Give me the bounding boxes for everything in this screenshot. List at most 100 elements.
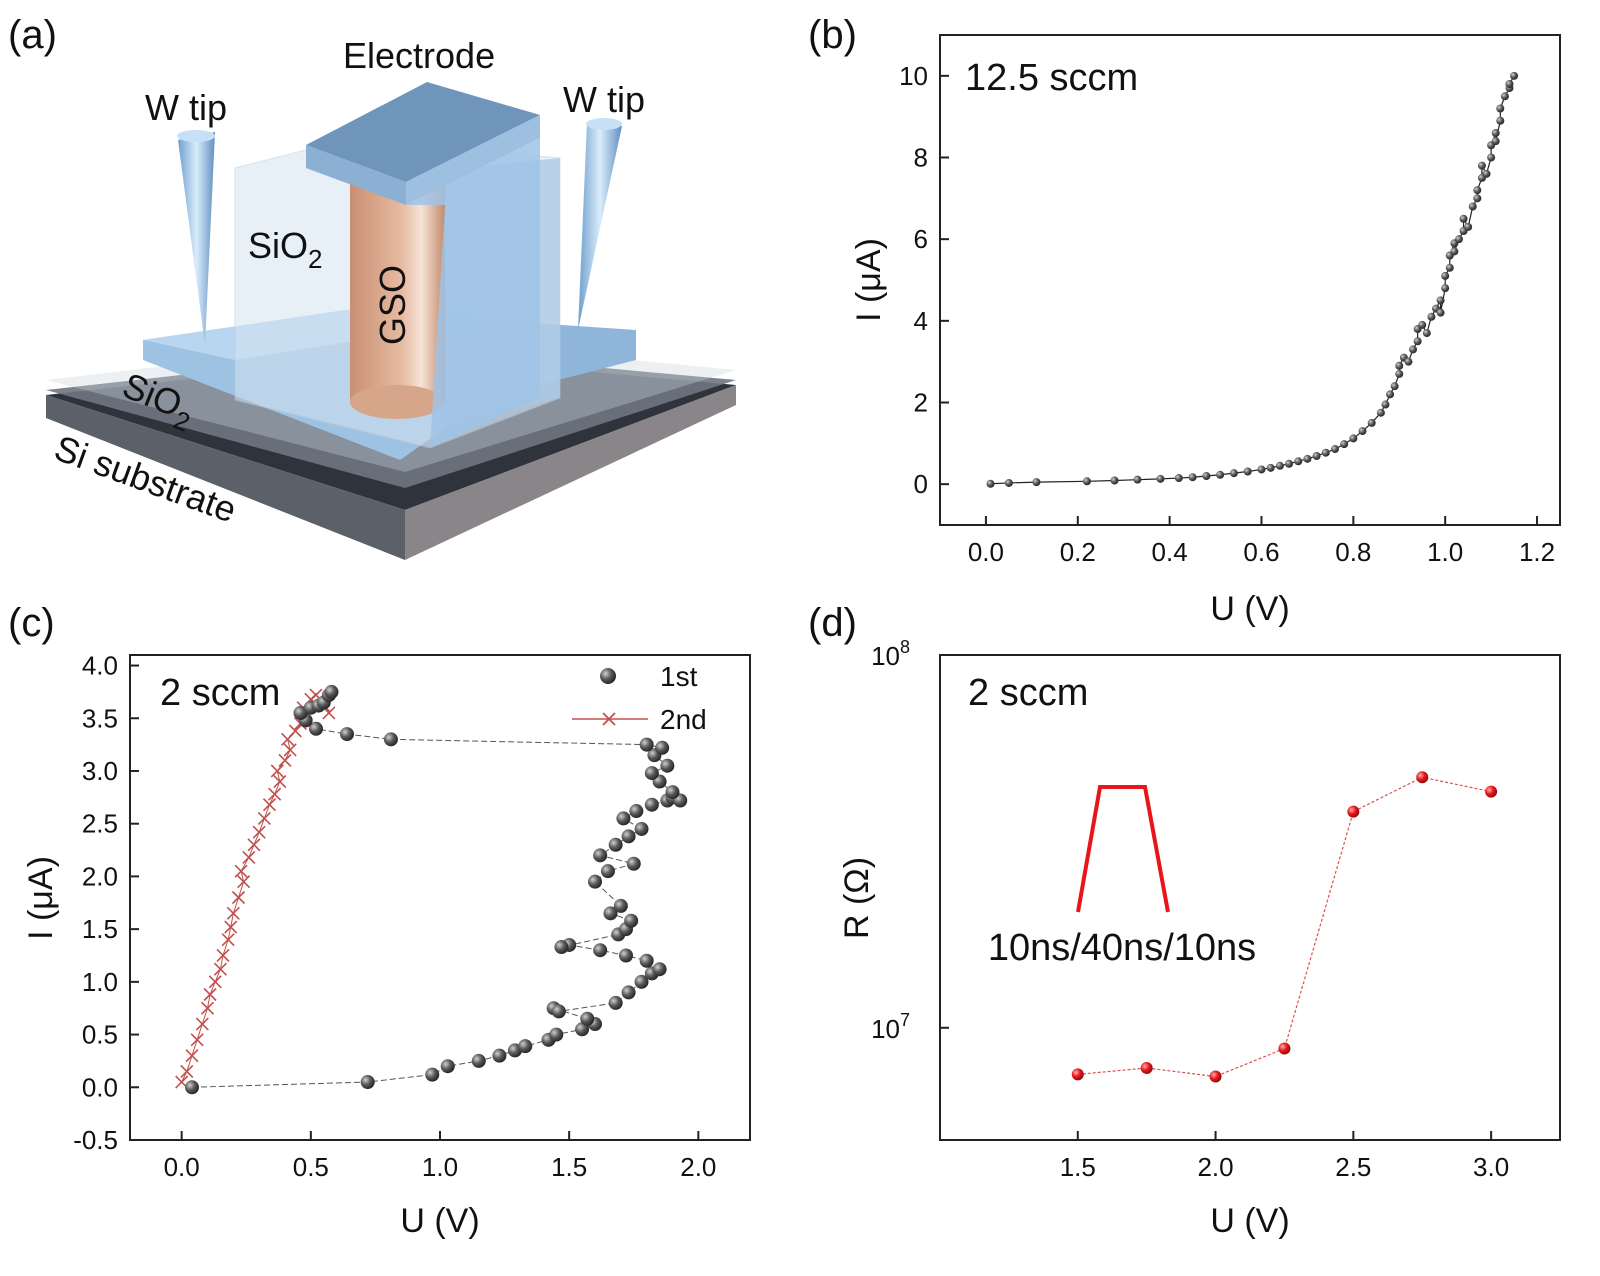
chart-b-point <box>1441 271 1450 280</box>
chart-c-xtick-label: 0.0 <box>164 1152 200 1182</box>
substrate-right-face <box>405 385 736 560</box>
panel-label-c: (c) <box>8 601 55 645</box>
w-tip-left-label: W tip <box>145 87 227 128</box>
chart-c-2nd-point <box>190 1033 204 1047</box>
chart-b-series-line <box>990 75 1515 485</box>
chart-b-point <box>1491 129 1500 137</box>
chart-d-ytick-label: 107 <box>871 1010 910 1044</box>
chart-b-point <box>1436 296 1445 305</box>
chart-c-2nd-point <box>216 948 230 963</box>
panel-label-d: (d) <box>808 601 857 645</box>
chart-b-point <box>1450 247 1459 256</box>
chart-b-point <box>1454 235 1463 244</box>
chart-c-1st-point <box>324 684 339 699</box>
chart-c-2nd-point <box>234 864 248 878</box>
chart-c-2nd-point <box>247 838 261 852</box>
chart-c-ytick-label: 3.5 <box>82 703 118 733</box>
chart-c-1st-point <box>608 995 623 1010</box>
sio2-upper-label: SiO2 <box>248 225 322 274</box>
chart-c-2nd-point <box>221 933 235 947</box>
chart-b-axes: 0.0 0.2 0.4 0.6 0.8 1.0 1.2 0 2 4 6 8 10 <box>899 61 1555 567</box>
chart-b-point <box>1468 202 1477 211</box>
chart-c-1st-point <box>652 962 667 977</box>
chart-d-xtick-label: 2.5 <box>1335 1152 1371 1182</box>
chart-c-1st-point <box>603 906 618 921</box>
chart-c-1st-point <box>613 898 628 913</box>
chart-b-point <box>1445 263 1454 272</box>
chart-b: (b) 0.0 0.2 0.4 0.6 0.8 1.0 1.2 0 2 4 6 8 10 12.5 sc… <box>808 13 1561 628</box>
chart-b-point <box>1082 477 1091 486</box>
chart-c-2nd-point <box>242 850 256 865</box>
chart-b-point <box>1496 116 1505 125</box>
gso-pillar-base <box>350 385 444 419</box>
chart-b-point <box>1257 465 1266 474</box>
chart-c-1st-point <box>639 953 654 968</box>
chart-b-point <box>1404 357 1413 366</box>
chart-d-point <box>1416 771 1429 784</box>
chart-d-point <box>1347 805 1360 818</box>
chart-b-point <box>1436 308 1445 317</box>
w-tip-right-cap <box>586 118 622 130</box>
chart-c-1st-point <box>492 1048 507 1063</box>
chart-b-point <box>1413 337 1422 346</box>
chart-c-xlabel: U (V) <box>400 1202 479 1240</box>
chart-c-2nd-point <box>278 753 292 768</box>
chart-b-point <box>1358 427 1367 436</box>
substrate-left-face <box>46 395 405 560</box>
chart-b-point <box>1395 369 1404 378</box>
chart-c-ytick-label: 2.5 <box>82 809 118 839</box>
chart-b-point <box>1110 476 1119 485</box>
chart-c-ytick-label: 2.0 <box>82 861 118 891</box>
w-tip-right-icon <box>578 122 622 330</box>
chart-c-1st-point <box>608 837 623 852</box>
chart-d-xtick-label: 3.0 <box>1473 1152 1509 1182</box>
chart-d-point <box>1278 1042 1291 1055</box>
chart-c-1st-point <box>619 948 633 963</box>
chart-c-series-1st-line <box>191 691 681 1088</box>
chart-c-1st-point <box>554 940 569 955</box>
chart-c-2nd-point <box>268 787 282 801</box>
panel-label-b: (b) <box>808 13 857 57</box>
chart-d-point <box>1209 1070 1222 1083</box>
chart-c-1st-point <box>440 1059 455 1074</box>
chart-b-point <box>1473 194 1482 203</box>
chart-d-point <box>1140 1062 1153 1075</box>
chart-b-xtick-label: 1.2 <box>1519 537 1555 567</box>
chart-c-2nd-point <box>180 1064 194 1079</box>
legend-2nd-marker <box>602 712 616 726</box>
chart-b-point <box>1441 284 1450 293</box>
chart-c-1st-point <box>360 1075 375 1090</box>
chart-c-ytick-label: 4.0 <box>82 651 118 681</box>
chart-b-ytick-label: 6 <box>914 224 928 254</box>
chart-b-point <box>1285 459 1294 468</box>
chart-b-point <box>1188 473 1197 482</box>
chart-d-frame <box>939 654 1561 1141</box>
chart-b-point <box>1464 222 1473 231</box>
chart-b-point <box>1409 345 1418 354</box>
chart-d-ytick-base: 10 <box>871 641 900 671</box>
chart-b-point <box>1216 470 1225 479</box>
chart-b-point <box>1340 440 1349 449</box>
chart-c-1st-point <box>575 1022 590 1037</box>
chart-c-2nd-point <box>257 811 271 825</box>
chart-c-2nd-point <box>262 798 277 812</box>
chart-b-xtick-label: 0.6 <box>1243 537 1279 567</box>
chart-b-point <box>1243 467 1252 476</box>
chart-c-marks <box>175 684 688 1095</box>
sio2-upper-subscript: 2 <box>308 244 322 274</box>
chart-c-1st-point <box>600 864 615 879</box>
chart-d-xtick-label: 2.0 <box>1197 1152 1233 1182</box>
chart-b-point <box>1496 104 1505 113</box>
chart-b-point <box>1202 472 1211 480</box>
chart-c-1st-point <box>644 797 659 812</box>
chart-c-2nd-point <box>252 825 266 839</box>
chart-b-ytick-label: 0 <box>914 469 928 499</box>
top-electrode-right <box>406 115 540 205</box>
chart-b-point <box>1229 469 1238 478</box>
chart-b-point <box>1459 214 1468 223</box>
chart-b-point <box>1473 186 1482 195</box>
chart-b-xtick-label: 1.0 <box>1427 537 1463 567</box>
chart-c-2nd-point <box>231 890 246 905</box>
w-tip-right-label: W tip <box>563 79 645 120</box>
